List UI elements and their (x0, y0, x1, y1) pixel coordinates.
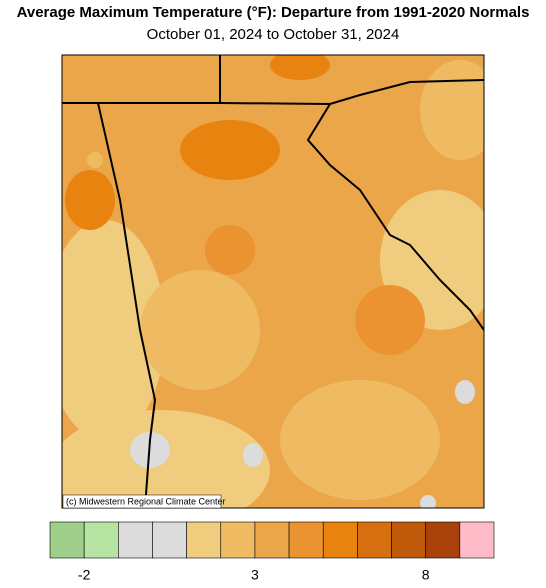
legend: -2 3 8 (49, 521, 495, 583)
legend-swatch (152, 521, 187, 559)
legend-swatch (391, 521, 426, 559)
legend-swatch (322, 521, 358, 559)
title: Average Maximum Temperature (°F): Depart… (17, 4, 530, 21)
legend-tick-label: 3 (251, 567, 259, 583)
legend-swatch (220, 521, 256, 559)
legend-swatch (118, 521, 153, 559)
credit: (c) Midwestern Regional Climate Center (66, 496, 226, 506)
legend-swatch (49, 521, 85, 559)
legend-swatch (357, 521, 392, 559)
credit-box (62, 494, 222, 509)
subtitle: October 01, 2024 to October 31, 2024 (147, 26, 400, 43)
map-area (62, 55, 484, 508)
legend-swatch (425, 521, 461, 559)
legend-tick-label: -2 (78, 567, 91, 583)
legend-swatch (254, 521, 290, 559)
map-frame (61, 54, 485, 509)
legend-swatch (186, 521, 222, 559)
legend-swatch (83, 521, 119, 559)
legend-tick-label: 8 (422, 567, 430, 583)
legend-swatch (459, 521, 495, 559)
legend-swatch (288, 521, 324, 559)
